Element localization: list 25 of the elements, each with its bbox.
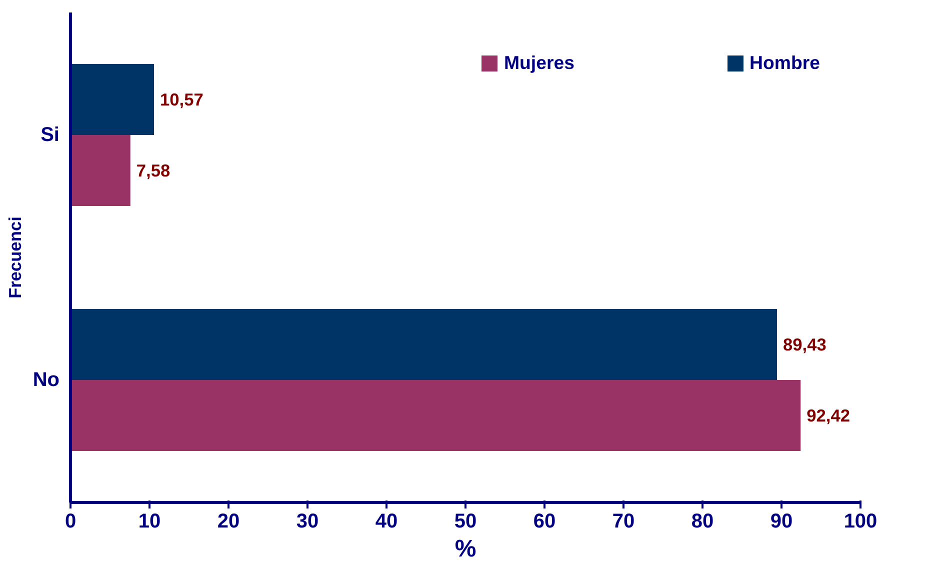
x-tick-label: 0 bbox=[64, 510, 76, 532]
legend-label: Hombre bbox=[750, 52, 820, 74]
x-tick-label: 40 bbox=[375, 510, 398, 532]
x-tick-label: 50 bbox=[454, 510, 477, 532]
bar bbox=[70, 64, 154, 135]
x-tick-label: 100 bbox=[844, 510, 878, 532]
data-label: 10,57 bbox=[160, 89, 204, 110]
data-label: 89,43 bbox=[782, 334, 827, 354]
x-tick-label: 10 bbox=[138, 510, 161, 532]
x-tick-label: 20 bbox=[217, 510, 240, 532]
x-tick-label: 70 bbox=[612, 510, 635, 532]
bar bbox=[70, 308, 777, 380]
x-tick-label: 80 bbox=[691, 510, 714, 532]
x-tick-label: 30 bbox=[296, 510, 319, 532]
bar bbox=[70, 380, 801, 452]
y-axis-title: Frecuenci bbox=[4, 216, 25, 298]
x-tick-label: 90 bbox=[770, 510, 793, 532]
y-tick-label: No bbox=[32, 369, 60, 391]
y-tick-label: Si bbox=[40, 124, 60, 146]
x-axis-title: % bbox=[454, 536, 476, 562]
data-label: 7,58 bbox=[136, 160, 170, 181]
bar bbox=[70, 135, 130, 206]
legend-label: Mujeres bbox=[504, 52, 574, 74]
x-tick-label: 60 bbox=[533, 510, 556, 532]
data-label: 92,42 bbox=[806, 406, 850, 426]
